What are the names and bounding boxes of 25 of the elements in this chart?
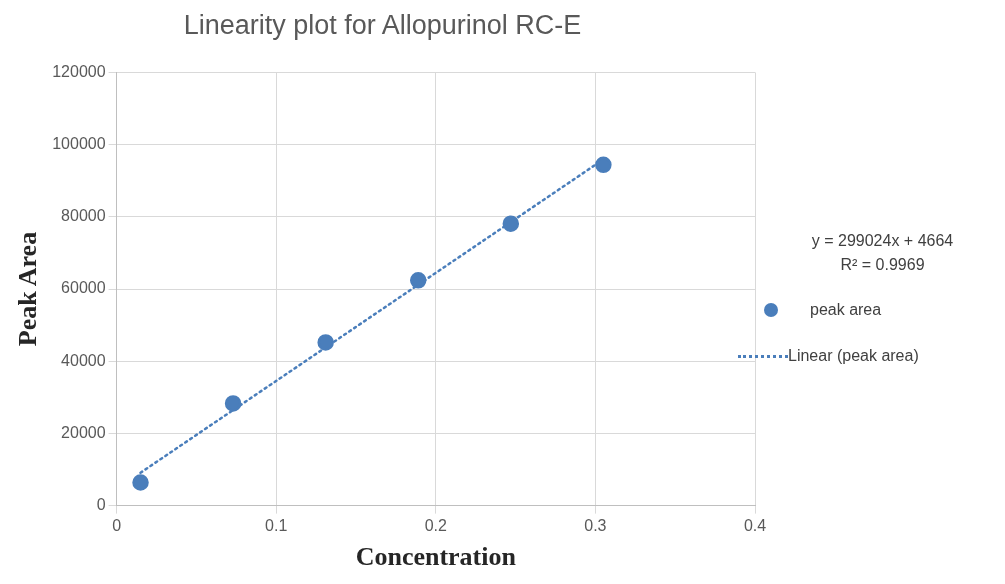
y-axis-title: Peak Area <box>13 231 43 347</box>
chart-title: Linearity plot for Allopurinol RC-E <box>183 9 582 40</box>
text: y = 299024x + 4664 <box>810 232 955 250</box>
x-tick-label: 0.4 <box>743 516 767 534</box>
point <box>132 474 149 491</box>
x-tick-label: 0.3 <box>584 516 607 534</box>
legend-label: peak area <box>810 301 882 319</box>
x-tick-label: 0 <box>112 516 122 534</box>
point <box>317 334 334 351</box>
y-tick-label: 80000 <box>61 207 106 225</box>
y-tick-label: 0 <box>96 496 106 514</box>
point <box>502 215 520 232</box>
x-tick-label: 0.2 <box>424 516 448 534</box>
text: R² = 0.9969 <box>839 256 926 274</box>
y-tick-label: 60000 <box>61 279 106 297</box>
x-axis-title: Concentration <box>355 542 517 572</box>
y-tick-label: 120000 <box>52 62 106 80</box>
point <box>595 156 612 174</box>
legend-label: Linear (peak area) <box>788 347 919 365</box>
point <box>409 272 427 289</box>
y-tick-label: 20000 <box>61 423 106 441</box>
y-tick-label: 100000 <box>52 135 106 153</box>
point <box>224 395 242 412</box>
x-tick-label: 0.1 <box>265 516 288 534</box>
y-tick-label: 40000 <box>61 351 106 369</box>
